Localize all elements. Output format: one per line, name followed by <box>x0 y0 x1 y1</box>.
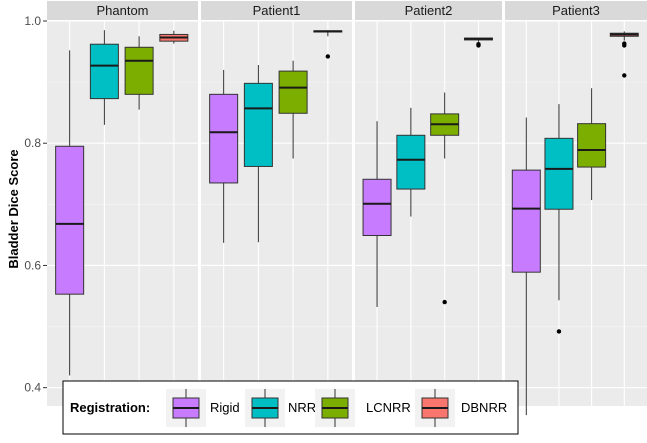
box-nrr <box>89 30 119 125</box>
legend-item-lcnrr: LCNRR <box>315 389 411 427</box>
box-body <box>243 82 273 167</box>
legend-item-rigid: Rigid <box>166 389 240 427</box>
box-body <box>89 43 119 100</box>
facet-strip <box>505 1 647 20</box>
legend-item-nrr: NRR <box>245 389 316 427</box>
y-tick-label: 0.6 <box>24 258 41 272</box>
facet-panel-phantom: Phantom <box>47 1 198 406</box>
box-body <box>209 93 239 184</box>
facet-panel-patient3: Patient3 <box>505 1 647 416</box>
box-rigid <box>209 69 239 243</box>
box-dbnrr <box>313 30 343 59</box>
y-axis: 0.4 0.6 0.8 1.0 <box>24 14 47 395</box>
outlier-point <box>622 73 627 78</box>
box-body <box>577 123 607 168</box>
box-lcnrr <box>577 88 607 201</box>
box-body <box>544 137 574 210</box>
facet-panel-patient2: Patient2 <box>355 1 502 406</box>
box-body <box>362 178 392 236</box>
box-lcnrr <box>124 36 154 110</box>
box-rigid <box>362 121 392 307</box>
box-lcnrr <box>278 60 308 159</box>
outlier-point <box>622 43 627 48</box>
box-body <box>124 46 154 95</box>
y-axis-label: Bladder Dice Score <box>6 149 21 268</box>
y-tick-label: 0.8 <box>24 136 41 150</box>
legend-item-label: LCNRR <box>366 400 411 415</box>
box-body <box>396 134 426 190</box>
legend-item-label: NRR <box>288 400 316 415</box>
facet-strip <box>47 1 198 20</box>
y-tick-label: 0.4 <box>24 381 41 395</box>
outlier-point <box>476 43 481 48</box>
facet-strip-label: Patient1 <box>253 3 301 18</box>
facet-strip-label: Patient3 <box>552 3 600 18</box>
box-body <box>278 70 308 114</box>
panel-background <box>201 21 352 406</box>
legend: Registration: Rigid NRR LCNRR DBNRR <box>62 380 519 435</box>
box-body <box>55 145 85 295</box>
box-nrr <box>544 104 574 334</box>
box-body <box>511 169 541 273</box>
legend-item-label: DBNRR <box>461 400 507 415</box>
box-nrr <box>396 107 426 217</box>
box-rigid <box>511 117 541 416</box>
facet-strip-label: Patient2 <box>405 3 453 18</box>
box-dbnrr <box>159 30 189 44</box>
box-dbnrr <box>609 31 639 78</box>
outlier-point <box>325 54 331 59</box>
box-nrr <box>243 65 273 243</box>
panels-layer: Phantom Patient1 Patient2 Patient3 <box>47 1 647 416</box>
facet-panel-patient1: Patient1 <box>201 1 352 406</box>
box-rigid <box>55 50 85 376</box>
box-lcnrr <box>430 92 460 305</box>
legend-title: Registration: <box>70 400 150 415</box>
outlier-point <box>442 299 447 305</box>
facet-strip <box>201 1 352 20</box>
facet-strip <box>355 1 502 20</box>
facet-strip-label: Phantom <box>96 3 148 18</box>
outlier-point <box>556 329 562 334</box>
legend-item-label: Rigid <box>210 400 240 415</box>
box-dbnrr <box>463 37 493 48</box>
y-tick-label: 1.0 <box>24 14 41 28</box>
legend-item-dbnrr: DBNRR <box>415 389 507 427</box>
